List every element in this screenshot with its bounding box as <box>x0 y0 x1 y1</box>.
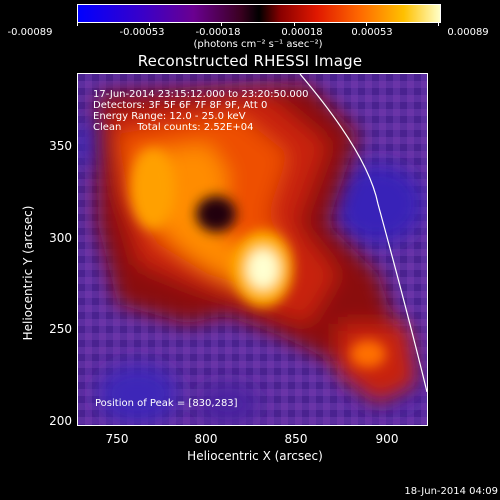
colorbar-tick-label: -0.00089 <box>7 27 53 38</box>
timestamp: 18-Jun-2014 04:09 <box>404 486 498 497</box>
detectors-label: Detectors: 3F 5F 6F 7F 8F 9F, Att 0 <box>93 100 268 111</box>
peak-position-label: Position of Peak = [830,283] <box>95 398 238 409</box>
plot-title: Reconstructed RHESSI Image <box>137 52 363 70</box>
colorbar-tick-label: 0.00089 <box>447 27 489 38</box>
x-tick-label: 750 <box>105 432 129 446</box>
colorbar-tickmark <box>438 22 439 26</box>
x-tick-label: 900 <box>375 432 399 446</box>
colorbar-tickmark <box>77 22 78 26</box>
bright-core <box>131 149 386 368</box>
colorbar-tickmark <box>366 22 367 26</box>
x-tick-label: 850 <box>284 432 308 446</box>
y-tick-label: 250 <box>49 322 72 336</box>
clean-counts-label: Clean Total counts: 2.52E+04 <box>93 122 254 133</box>
x-tick-label: 800 <box>194 432 218 446</box>
colorbar-tickmark <box>149 22 150 26</box>
y-tick-label: 200 <box>49 414 72 428</box>
colorbar <box>77 4 441 23</box>
colorbar-tick-label: 0.00018 <box>281 27 323 38</box>
energy-range-label: Energy Range: 12.0 - 25.0 keV <box>93 111 246 122</box>
colorbar-tickmark <box>294 22 295 26</box>
time-range-label: 17-Jun-2014 23:15:12.000 to 23:20:50.000 <box>93 89 309 100</box>
rhessi-image <box>78 74 427 425</box>
rhessi-image-panel <box>77 73 428 426</box>
solar-limb-line <box>299 74 427 393</box>
y-axis-label: Heliocentric Y (arcsec) <box>21 205 35 341</box>
colorbar-tickmark <box>221 22 222 26</box>
colorbar-tick-label: -0.00018 <box>195 27 241 38</box>
y-tick-label: 300 <box>49 231 72 245</box>
y-tick-label: 350 <box>49 139 72 153</box>
colorbar-unit-label: (photons cm⁻² s⁻¹ asec⁻²) <box>193 39 323 50</box>
colorbar-tick-label: 0.00053 <box>351 27 393 38</box>
x-axis-label: Heliocentric X (arcsec) <box>187 449 323 463</box>
colorbar-tick-label: -0.00053 <box>119 27 165 38</box>
